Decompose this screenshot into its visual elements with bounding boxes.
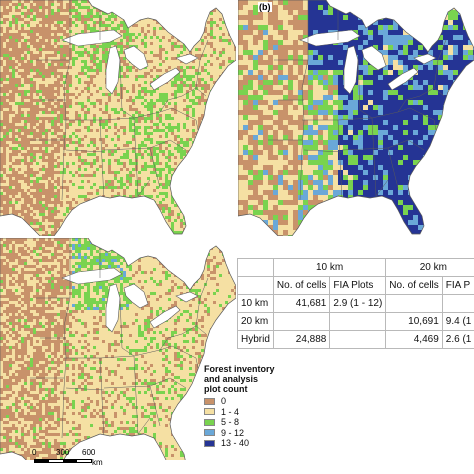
- table-row: 20 km 10,691 9.4 (1 -: [237, 312, 474, 331]
- legend-item: 13 - 40: [204, 438, 324, 449]
- great-lake: [149, 67, 181, 91]
- table-cell: FIA P: [441, 276, 474, 295]
- panel-b-label: (b): [258, 2, 272, 12]
- legend-title-line: plot count: [204, 384, 248, 394]
- table-cell: [385, 294, 443, 313]
- legend-swatch: [204, 418, 215, 426]
- table-header-row: 10 km 20 km: [237, 258, 474, 277]
- table-row: Hybrid 24,888 4,469 2.6 (1 -: [237, 330, 474, 349]
- legend-item: 0: [204, 396, 324, 407]
- great-lake: [343, 45, 359, 95]
- great-lake: [105, 45, 121, 95]
- scale-tick-label: 600: [82, 448, 96, 457]
- great-lake: [361, 45, 387, 71]
- table-cell: [272, 312, 331, 331]
- legend-swatch: [204, 397, 215, 405]
- table-cell: 41,681: [272, 294, 331, 313]
- legend-swatch: [204, 408, 215, 416]
- table-cell: 4,469: [385, 330, 443, 349]
- legend-item: 1 - 4: [204, 407, 324, 418]
- scale-tick-label: 300: [56, 448, 70, 457]
- great-lake: [61, 267, 123, 285]
- table-cell: 9.4 (1 -: [441, 312, 474, 331]
- great-lake: [175, 53, 199, 65]
- table-row: 10 km 41,681 2.9 (1 - 12): [237, 294, 474, 313]
- legend-label: 0: [221, 396, 227, 407]
- legend-swatch: [204, 429, 215, 437]
- state-borders: [30, 238, 209, 439]
- table-subheader-row: No. of cells FIA Plots No. of cells FIA …: [237, 276, 474, 295]
- table-cell: 2.6 (1 -: [441, 330, 474, 349]
- map-c-svg: [0, 238, 236, 460]
- table-row-label: 20 km: [237, 312, 274, 331]
- coastline: [0, 238, 236, 460]
- scale-unit-label: km: [92, 458, 103, 467]
- scale-bar: 0 300 600 km: [32, 448, 106, 472]
- map-panel-c: [0, 238, 236, 460]
- table-row-label: Hybrid: [237, 330, 274, 349]
- table-cell: FIA Plots: [329, 276, 387, 295]
- legend: Forest inventory and analysis plot count…: [204, 364, 324, 449]
- coastline: [238, 0, 474, 236]
- great-lake: [123, 283, 149, 309]
- great-lake: [387, 67, 419, 91]
- table-cell: 10,691: [385, 312, 443, 331]
- table-header-10km: 10 km: [272, 258, 387, 277]
- legend-item: 9 - 12: [204, 428, 324, 439]
- state-borders: [268, 0, 447, 201]
- legend-label: 13 - 40: [221, 438, 250, 449]
- great-lake: [175, 291, 199, 303]
- table-cell: No. of cells: [272, 276, 331, 295]
- table-cell: No. of cells: [385, 276, 443, 295]
- map-panel-b: [238, 0, 474, 236]
- table-cell: 2.9 (1 - 12): [329, 294, 387, 313]
- legend-title: Forest inventory and analysis plot count: [204, 364, 324, 394]
- table-cell: [329, 330, 387, 349]
- great-lake: [413, 53, 437, 65]
- state-borders: [30, 0, 209, 201]
- scale-bar-graphic: [34, 459, 92, 463]
- coastline: [0, 0, 236, 236]
- plot-count-table: 10 km 20 km No. of cells FIA Plots No. o…: [237, 258, 474, 349]
- legend-title-line: and analysis: [204, 374, 259, 384]
- table-cell: [441, 294, 474, 313]
- table-header-20km: 20 km: [385, 258, 474, 277]
- map-a-svg: [0, 0, 236, 236]
- table-corner-cell: [237, 258, 274, 277]
- legend-item: 5 - 8: [204, 417, 324, 428]
- legend-label: 9 - 12: [221, 427, 245, 438]
- table-cell: [237, 276, 274, 295]
- legend-title-line: Forest inventory: [204, 364, 275, 374]
- map-panel-a: [0, 0, 236, 236]
- great-lake: [105, 283, 121, 333]
- legend-swatch: [204, 439, 215, 447]
- map-b-svg: [238, 0, 474, 236]
- scale-tick-label: 0: [32, 448, 37, 457]
- great-lake: [299, 29, 361, 47]
- table-row-label: 10 km: [237, 294, 274, 313]
- table-cell: 24,888: [272, 330, 331, 349]
- legend-label: 5 - 8: [221, 417, 240, 428]
- legend-label: 1 - 4: [221, 406, 240, 417]
- great-lake: [61, 29, 123, 47]
- great-lake: [149, 305, 181, 329]
- table-cell: [329, 312, 387, 331]
- great-lake: [123, 45, 149, 71]
